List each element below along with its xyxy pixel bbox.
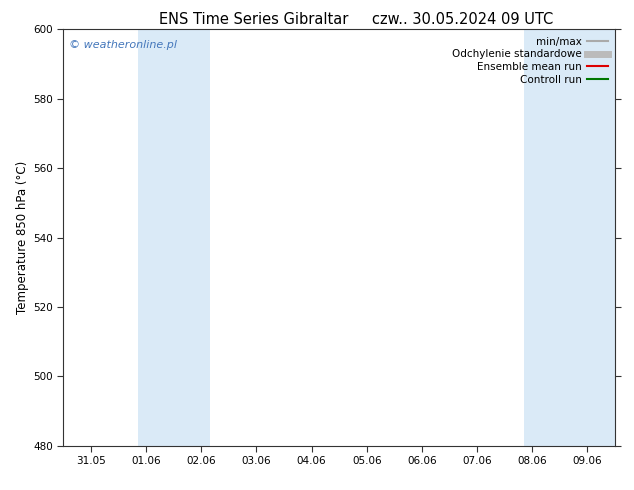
Legend: min/max, Odchylenie standardowe, Ensemble mean run, Controll run: min/max, Odchylenie standardowe, Ensembl…	[448, 32, 612, 89]
Text: © weatheronline.pl: © weatheronline.pl	[69, 40, 177, 50]
Y-axis label: Temperature 850 hPa (°C): Temperature 850 hPa (°C)	[16, 161, 29, 314]
Text: czw.. 30.05.2024 09 UTC: czw.. 30.05.2024 09 UTC	[372, 12, 553, 27]
Bar	[138, 29, 210, 446]
Text: ENS Time Series Gibraltar: ENS Time Series Gibraltar	[159, 12, 348, 27]
Bar	[524, 29, 615, 446]
